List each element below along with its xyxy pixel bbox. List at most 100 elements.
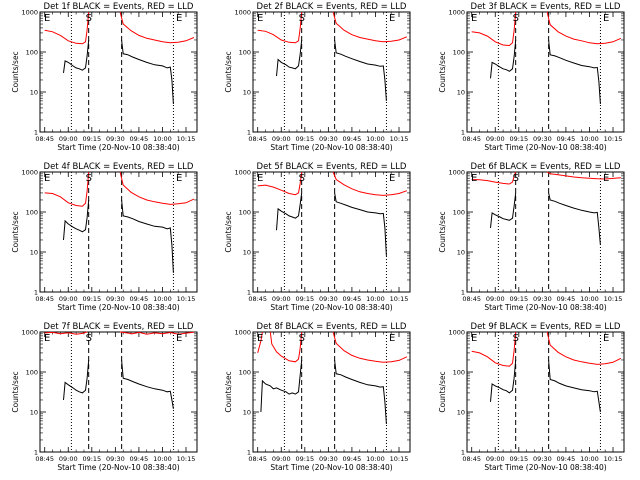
y-axis-label: Counts/sec	[224, 211, 233, 252]
x-tick-label: 09:45	[343, 295, 362, 303]
plot-frame	[39, 171, 198, 293]
y-axis-label: Counts/sec	[11, 211, 20, 252]
x-tick-label: 09:30	[106, 455, 125, 463]
segment-marker: E	[257, 13, 263, 24]
y-tick-label: 1	[247, 129, 251, 137]
x-axis-label: Start Time (20-Nov-10 08:38:40)	[270, 463, 392, 472]
detector-panel: Det 1f BLACK = Events, RED = LLD 1 10 100 10…	[11, 2, 198, 152]
x-tick-label: 10:00	[366, 455, 385, 463]
lld-series-line	[119, 11, 195, 44]
detector-panel: Det 4f BLACK = Events, RED = LLD 1 10 100 10…	[11, 162, 198, 312]
x-tick-label: 10:15	[177, 455, 196, 463]
x-tick-label: 10:00	[580, 295, 599, 303]
plot-frame	[466, 171, 625, 293]
segment-marker: S	[86, 333, 92, 344]
y-tick-label: 1000	[448, 169, 465, 177]
lld-series-line	[257, 11, 303, 44]
events-series-line	[334, 39, 387, 101]
y-tick-label: 100	[453, 49, 465, 57]
plot-frame	[39, 331, 198, 453]
y-tick-label: 1	[247, 449, 251, 457]
events-series-line	[276, 192, 303, 231]
y-tick-label: 100	[239, 369, 251, 377]
events-series-line	[121, 39, 174, 105]
x-tick-label: 09:00	[272, 135, 291, 143]
lld-series-line	[332, 171, 408, 196]
x-tick-label: 08:45	[248, 295, 267, 303]
y-tick-label: 100	[239, 209, 251, 217]
y-axis-label: Counts/sec	[438, 211, 447, 252]
x-tick-label: 09:15	[82, 295, 101, 303]
segment-marker: E	[603, 333, 609, 344]
y-tick-label: 1000	[448, 329, 465, 337]
segment-marker: E	[176, 173, 182, 184]
y-tick-label: 1000	[448, 9, 465, 17]
segment-marker: E	[44, 173, 50, 184]
segment-marker: S	[299, 173, 305, 184]
segment-marker: E	[176, 333, 182, 344]
x-tick-label: 09:30	[533, 135, 552, 143]
y-tick-label: 10	[30, 89, 38, 97]
segment-marker: E	[389, 173, 395, 184]
segment-marker: E	[44, 13, 50, 24]
x-axis-label: Start Time (20-Nov-10 08:38:40)	[270, 303, 392, 312]
panel-title: Det 4f BLACK = Events, RED = LLD	[44, 162, 194, 172]
x-tick-label: 09:45	[343, 135, 362, 143]
x-tick-label: 09:00	[59, 455, 78, 463]
y-tick-label: 100	[239, 49, 251, 57]
y-tick-label: 1000	[21, 169, 38, 177]
x-tick-label: 10:00	[366, 295, 385, 303]
x-axis-label: Start Time (20-Nov-10 08:38:40)	[57, 143, 179, 152]
x-tick-label: 08:45	[35, 135, 54, 143]
x-tick-label: 09:00	[59, 295, 78, 303]
events-series-line	[63, 359, 90, 401]
x-axis-label: Start Time (20-Nov-10 08:38:40)	[484, 463, 606, 472]
detector-panel: Det 9f BLACK = Events, RED = LLD 1 10 100 10…	[438, 322, 625, 472]
lld-series-line	[44, 171, 90, 207]
y-tick-label: 1000	[234, 169, 251, 177]
detector-panel: Det 2f BLACK = Events, RED = LLD 1 10 100 10…	[224, 2, 411, 152]
y-axis-label: Counts/sec	[224, 371, 233, 412]
lld-series-line	[471, 11, 517, 47]
segment-marker: E	[603, 13, 609, 24]
segment-marker: E	[44, 333, 50, 344]
y-tick-label: 1	[34, 129, 38, 137]
segment-marker: S	[513, 173, 519, 184]
events-series-line	[260, 359, 303, 413]
y-tick-label: 100	[26, 369, 38, 377]
y-axis-label: Counts/sec	[11, 51, 20, 92]
segment-marker: S	[513, 333, 519, 344]
x-tick-label: 09:00	[486, 135, 505, 143]
x-tick-label: 09:15	[82, 455, 101, 463]
events-series-line	[63, 39, 90, 73]
plot-frame	[252, 331, 411, 453]
y-tick-label: 1	[34, 449, 38, 457]
segment-marker: S	[299, 333, 305, 344]
plot-frame	[466, 331, 625, 453]
x-tick-label: 10:15	[604, 135, 623, 143]
x-tick-label: 09:15	[509, 455, 528, 463]
events-series-line	[63, 199, 90, 241]
panel-title: Det 6f BLACK = Events, RED = LLD	[471, 162, 621, 172]
x-axis-label: Start Time (20-Nov-10 08:38:40)	[57, 463, 179, 472]
y-tick-label: 1	[34, 289, 38, 297]
events-series-line	[334, 359, 387, 425]
y-tick-label: 10	[457, 89, 465, 97]
x-tick-label: 09:15	[295, 295, 314, 303]
x-tick-label: 08:45	[462, 295, 481, 303]
y-tick-label: 1000	[21, 329, 38, 337]
segment-marker: S	[86, 13, 92, 24]
x-tick-label: 09:45	[343, 455, 362, 463]
x-tick-label: 10:15	[177, 135, 196, 143]
panel-title: Det 7f BLACK = Events, RED = LLD	[44, 322, 194, 332]
y-tick-label: 1000	[234, 9, 251, 17]
x-tick-label: 10:00	[580, 135, 599, 143]
x-tick-label: 08:45	[35, 295, 54, 303]
segment-marker: S	[513, 13, 519, 24]
y-axis-label: Counts/sec	[224, 51, 233, 92]
lld-series-line	[546, 11, 622, 45]
events-series-line	[548, 39, 601, 105]
lld-series-line	[471, 171, 517, 185]
panel-title: Det 3f BLACK = Events, RED = LLD	[471, 2, 621, 12]
